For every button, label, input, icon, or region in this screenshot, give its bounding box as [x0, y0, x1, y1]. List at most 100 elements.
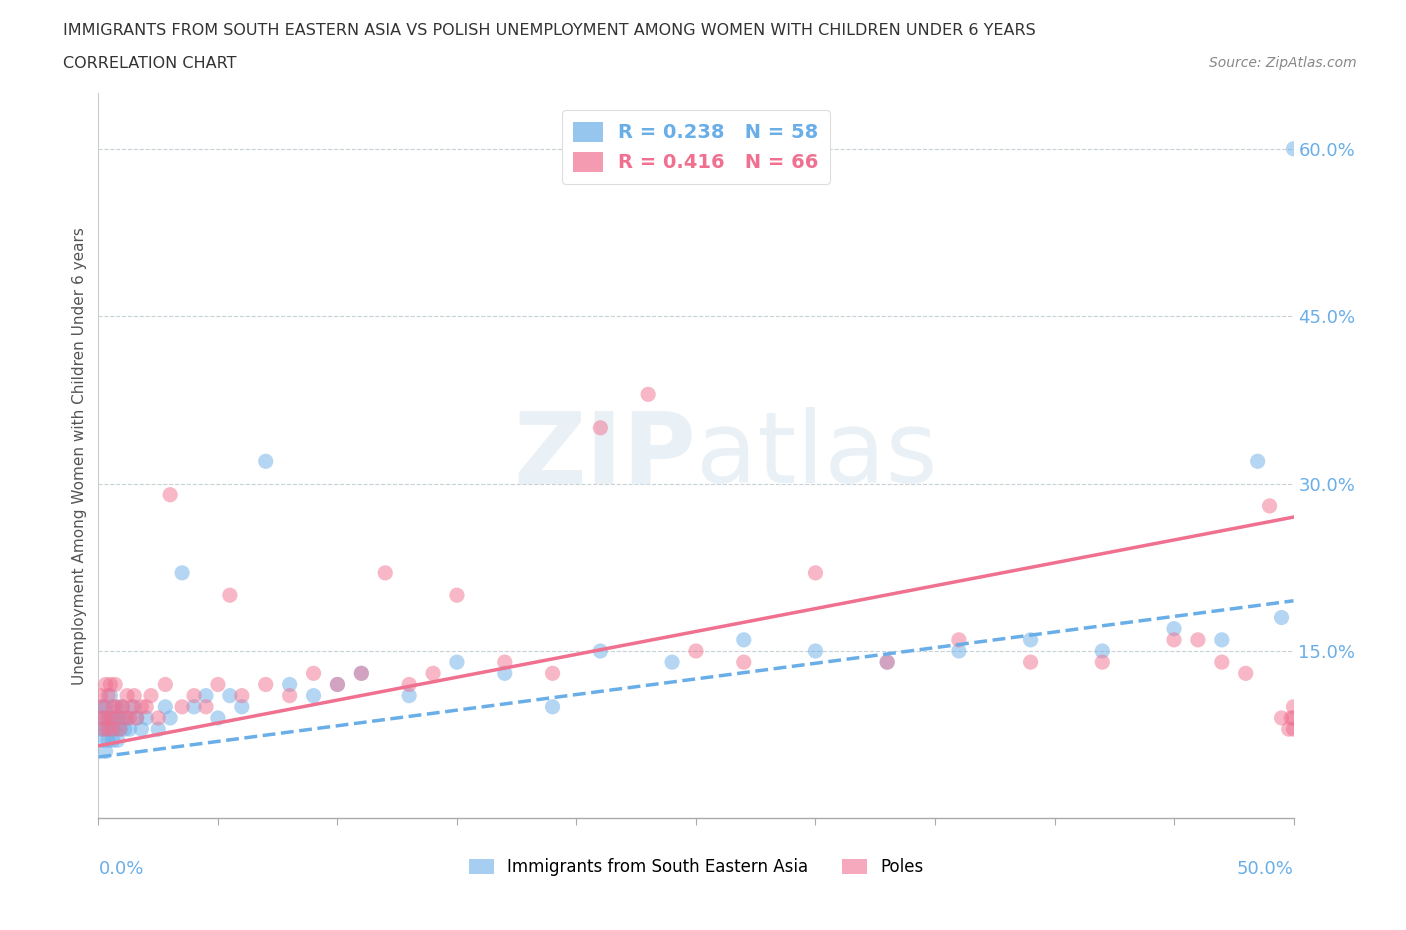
- Point: [207, 677, 229, 692]
- Point: [589, 420, 612, 435]
- Text: CORRELATION CHART: CORRELATION CHART: [63, 56, 236, 71]
- Point: [148, 711, 170, 725]
- Point: [1247, 454, 1270, 469]
- Point: [114, 711, 136, 725]
- Point: [118, 711, 141, 725]
- Point: [98, 711, 122, 725]
- Point: [219, 588, 242, 603]
- Point: [302, 688, 325, 703]
- Point: [104, 699, 127, 714]
- Point: [90, 722, 112, 737]
- Point: [1258, 498, 1281, 513]
- Y-axis label: Unemployment Among Women with Children Under 6 years: Unemployment Among Women with Children U…: [72, 227, 87, 684]
- Point: [107, 711, 129, 725]
- Point: [101, 733, 124, 748]
- Point: [1019, 655, 1042, 670]
- Point: [91, 711, 114, 725]
- Point: [541, 666, 564, 681]
- Point: [804, 644, 827, 658]
- Point: [278, 677, 301, 692]
- Point: [135, 699, 157, 714]
- Point: [1091, 655, 1114, 670]
- Point: [97, 711, 120, 725]
- Text: 0.0%: 0.0%: [98, 860, 143, 878]
- Point: [326, 677, 349, 692]
- Point: [876, 655, 898, 670]
- Point: [195, 699, 218, 714]
- Point: [804, 565, 827, 580]
- Point: [131, 722, 153, 737]
- Point: [1271, 711, 1294, 725]
- Point: [98, 722, 122, 737]
- Legend: Immigrants from South Eastern Asia, Poles: Immigrants from South Eastern Asia, Pole…: [463, 851, 929, 883]
- Point: [108, 722, 131, 737]
- Point: [155, 699, 177, 714]
- Point: [104, 677, 127, 692]
- Point: [107, 699, 129, 714]
- Point: [94, 744, 117, 759]
- Text: ZIP: ZIP: [513, 407, 696, 504]
- Point: [101, 699, 124, 714]
- Point: [326, 677, 349, 692]
- Point: [97, 733, 120, 748]
- Point: [159, 711, 181, 725]
- Point: [91, 733, 114, 748]
- Text: atlas: atlas: [696, 407, 938, 504]
- Point: [254, 454, 277, 469]
- Point: [159, 487, 181, 502]
- Point: [637, 387, 659, 402]
- Point: [104, 711, 127, 725]
- Point: [121, 699, 143, 714]
- Point: [350, 666, 373, 681]
- Point: [446, 588, 468, 603]
- Point: [101, 711, 124, 725]
- Point: [494, 655, 516, 670]
- Text: 50.0%: 50.0%: [1237, 860, 1294, 878]
- Point: [1091, 644, 1114, 658]
- Point: [207, 711, 229, 725]
- Point: [1211, 655, 1233, 670]
- Point: [98, 677, 122, 692]
- Point: [494, 666, 516, 681]
- Point: [1282, 141, 1305, 156]
- Point: [948, 644, 970, 658]
- Text: IMMIGRANTS FROM SOUTH EASTERN ASIA VS POLISH UNEMPLOYMENT AMONG WOMEN WITH CHILD: IMMIGRANTS FROM SOUTH EASTERN ASIA VS PO…: [63, 23, 1036, 38]
- Point: [101, 722, 124, 737]
- Point: [183, 699, 205, 714]
- Point: [1282, 699, 1305, 714]
- Point: [1234, 666, 1257, 681]
- Point: [374, 565, 396, 580]
- Point: [97, 688, 120, 703]
- Point: [148, 722, 170, 737]
- Point: [172, 565, 194, 580]
- Point: [90, 711, 112, 725]
- Point: [114, 722, 136, 737]
- Point: [219, 688, 242, 703]
- Point: [733, 632, 755, 647]
- Point: [1163, 621, 1185, 636]
- Point: [1282, 711, 1305, 725]
- Point: [1187, 632, 1209, 647]
- Point: [111, 699, 134, 714]
- Point: [90, 699, 112, 714]
- Point: [98, 688, 122, 703]
- Point: [733, 655, 755, 670]
- Point: [94, 711, 117, 725]
- Point: [94, 722, 117, 737]
- Point: [125, 711, 148, 725]
- Point: [124, 699, 146, 714]
- Point: [1282, 722, 1305, 737]
- Point: [115, 688, 138, 703]
- Point: [195, 688, 218, 703]
- Point: [91, 722, 114, 737]
- Point: [350, 666, 373, 681]
- Point: [1279, 711, 1302, 725]
- Point: [107, 733, 129, 748]
- Point: [124, 688, 146, 703]
- Point: [685, 644, 707, 658]
- Point: [94, 699, 117, 714]
- Point: [97, 722, 120, 737]
- Point: [155, 677, 177, 692]
- Point: [108, 722, 131, 737]
- Point: [302, 666, 325, 681]
